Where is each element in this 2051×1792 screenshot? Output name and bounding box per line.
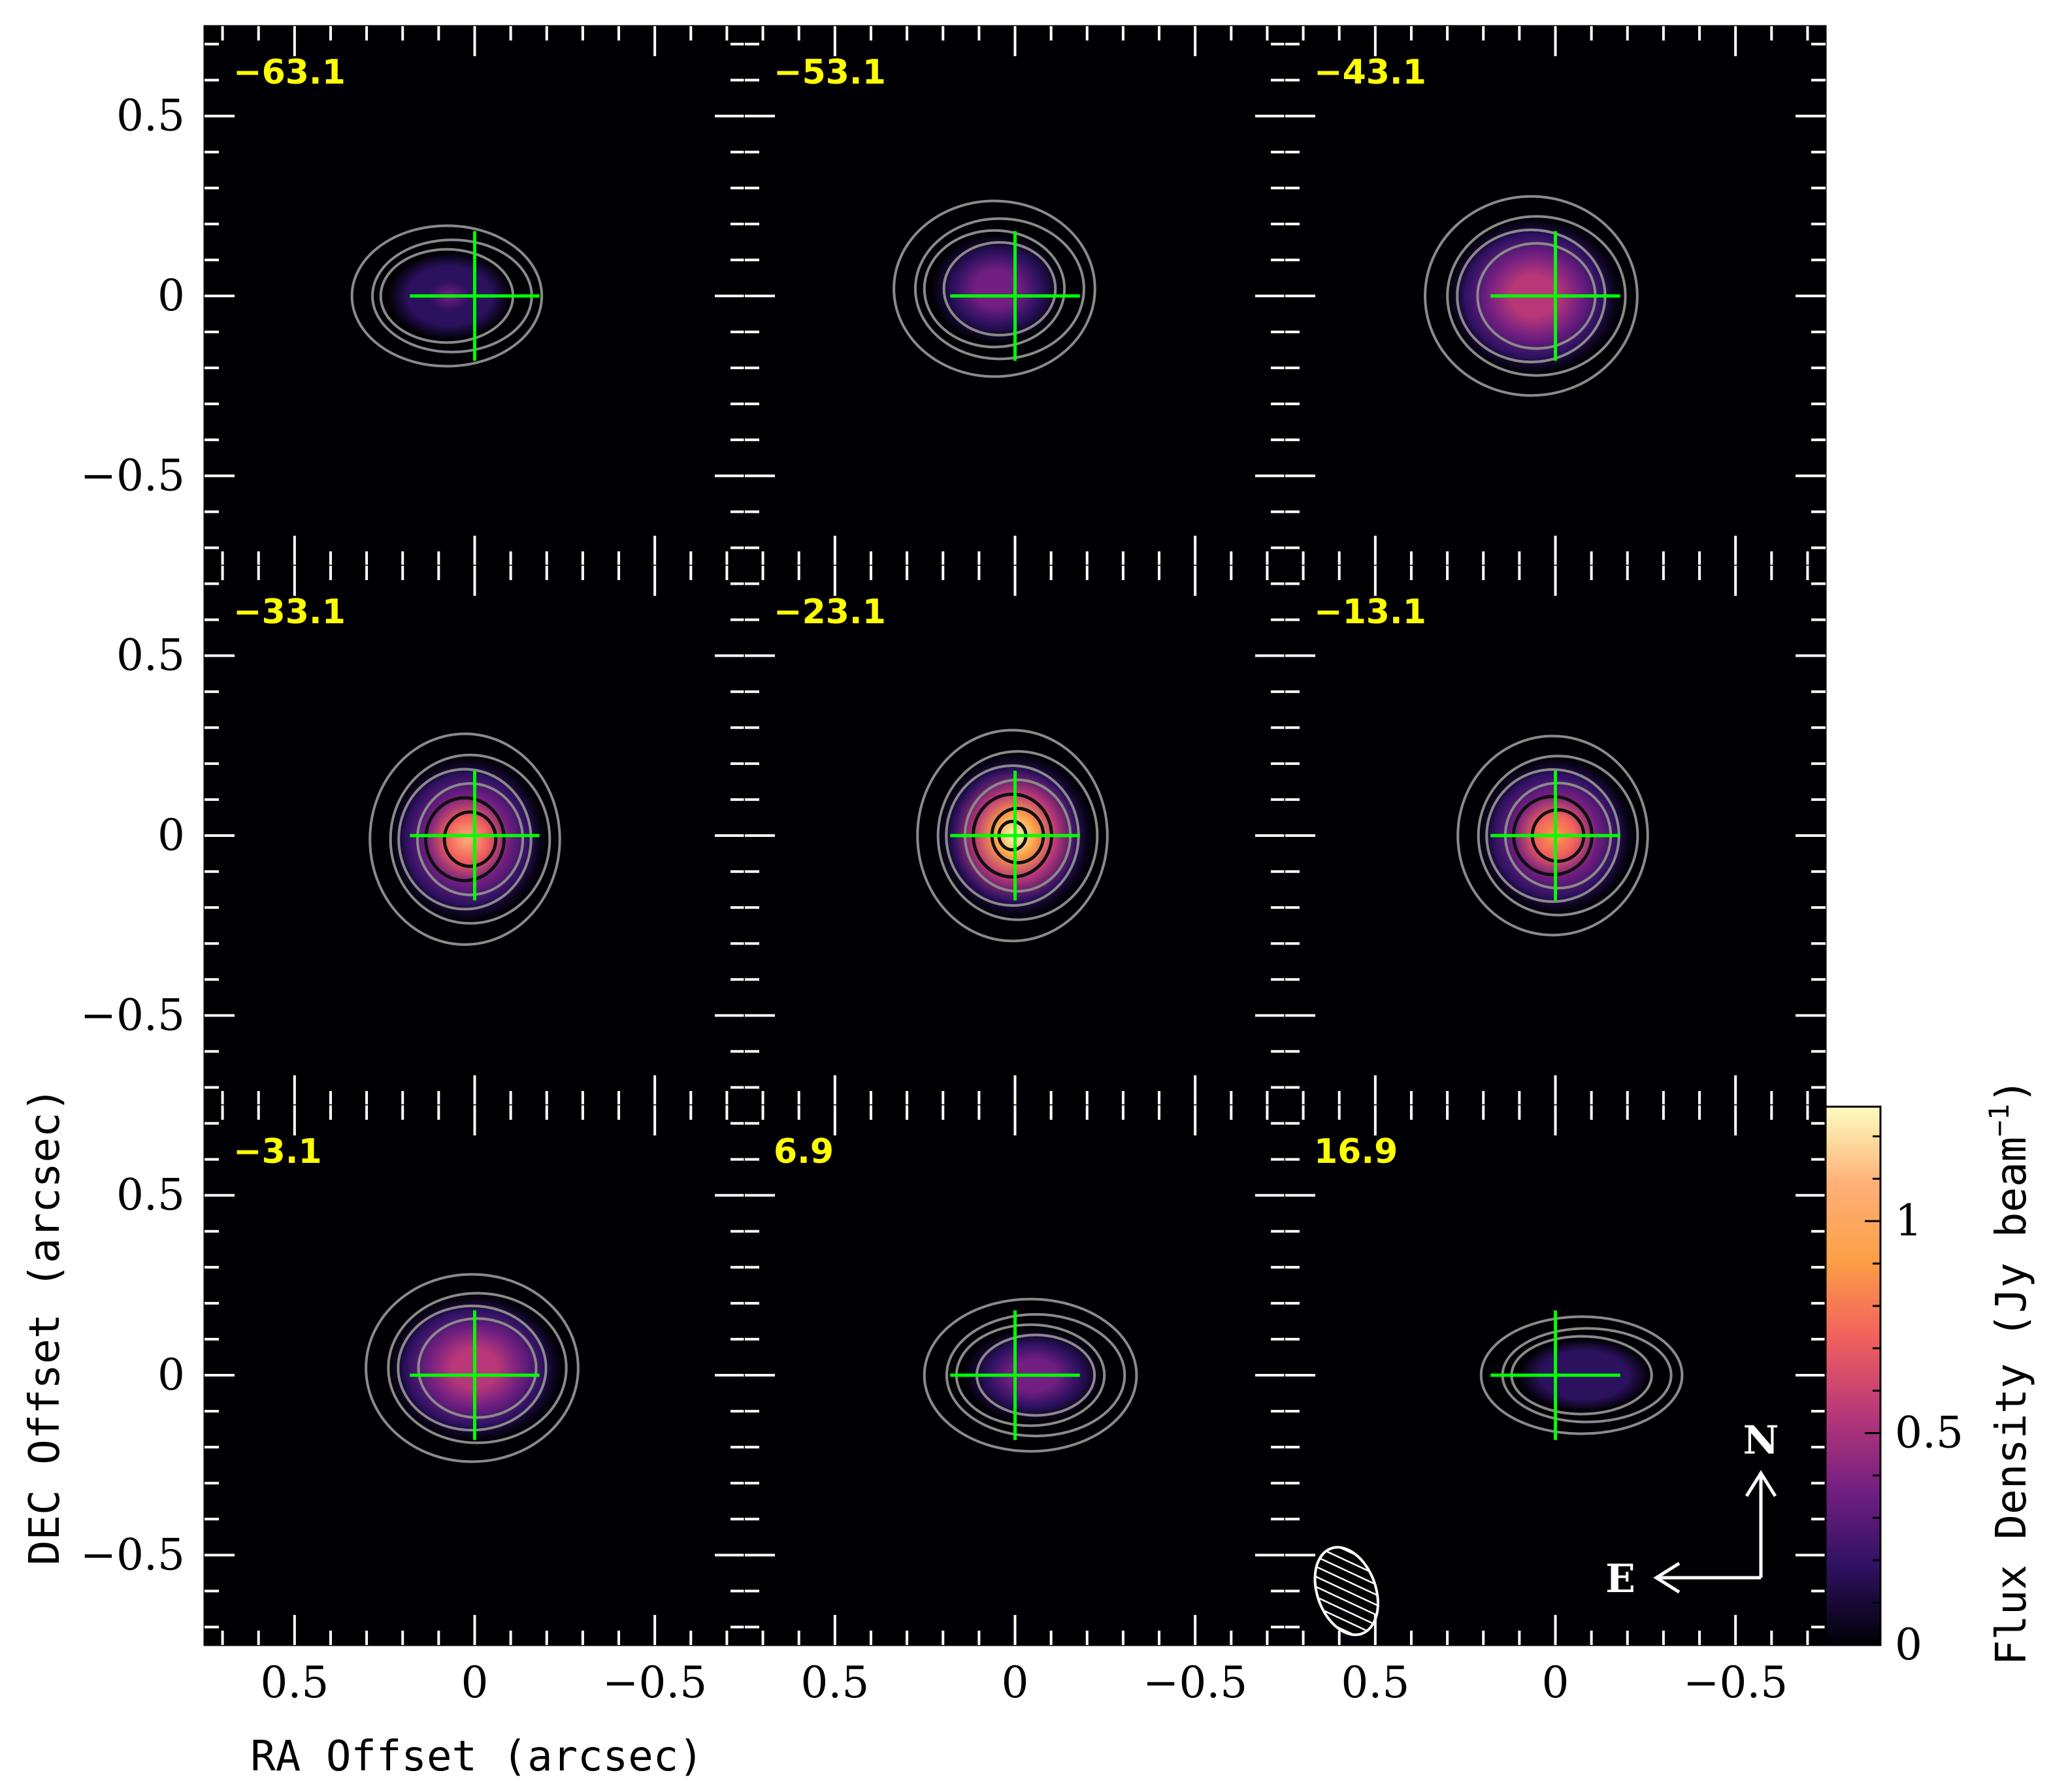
y-tick-label: 0.5 [116,1170,185,1220]
colorbar: 0 0.5 1 Flux Density (Jy beam−1) [1824,1079,2036,1670]
tick-marks [745,26,1285,566]
tick-marks [205,26,745,566]
contour-line [350,224,544,368]
x-tick-label: −0.5 [1143,1657,1247,1708]
contour-line [423,796,506,883]
contour-line [916,728,1109,943]
contour-line [397,768,533,911]
x-tick-label: 0 [1542,1657,1569,1708]
y-tick-label: 0 [157,270,185,321]
tick-marks [745,1105,1285,1645]
contour-line [417,1317,538,1419]
colorbar-tick-label: 0.5 [1895,1408,1963,1458]
y-tick-label: 0.5 [116,91,185,141]
tick-marks [1285,1105,1826,1645]
colorbar-tick-label: 0 [1895,1620,1922,1670]
y-tick-label: −0.5 [80,1529,185,1580]
velocity-label: −23.1 [774,593,886,632]
channel-panel: −3.1 0.5 0 −0.5 0.5 0 −0.5 [80,1104,746,1708]
velocity-label: 16.9 [1314,1132,1398,1171]
y-tick-label: 0 [157,1350,185,1400]
colorbar-title-close: ) [1988,1079,2036,1104]
contour-line [416,782,525,896]
contour-line [442,810,498,868]
emission [369,732,561,946]
emission [365,1273,580,1463]
velocity-label: −3.1 [233,1132,322,1171]
colorbar-title: Flux Density (Jy beam−1) [1983,1079,2036,1665]
contour-line [942,240,1057,337]
panel-grid: −63.1 0.5 0 −0.5 −53.1 −43.1 −33.1 0.5 0 −0.5 −23.… [80,25,1827,1708]
contour-line [1446,215,1627,377]
velocity-label: −53.1 [774,53,886,92]
x-axis-title: RA Offset (arcsec) [250,1733,704,1781]
contour-line [923,1297,1138,1453]
compass [1653,1470,1777,1594]
contour-line [893,199,1096,378]
contour-line [936,750,1099,921]
colorbar-title-exponent: −1 [1983,1103,2015,1137]
colorbar-tick-label: 1 [1895,1196,1922,1246]
emission-map [384,751,551,927]
contour-line [389,753,551,925]
channel-panel: 16.9 0.5 0 −0.5 N E [1284,1104,1827,1708]
compass-east-label: E [1605,1556,1635,1602]
axes-labels: RA Offset (arcsec) DEC Offset (arcsec) [21,1087,704,1781]
contour-line [1456,734,1649,937]
east-arrowhead [1653,1561,1681,1594]
velocity-label: −13.1 [1314,593,1426,632]
y-tick-label: 0 [157,810,185,860]
velocity-label: −63.1 [233,53,346,92]
contour-line [369,732,561,946]
tick-marks [1285,26,1826,566]
x-tick-label: 0 [461,1657,489,1708]
y-tick-label: −0.5 [80,990,185,1040]
tick-marks [1285,566,1826,1105]
channel-panel: −53.1 [744,25,1287,567]
compass-north-label: N [1743,1418,1779,1463]
channel-panel: −23.1 [744,564,1287,1107]
tick-marks [205,566,745,1105]
emission [893,199,1096,378]
x-tick-label: 0.5 [1341,1657,1409,1708]
tick-marks [745,566,1285,1105]
y-tick-label: 0.5 [116,630,185,681]
y-axis-title: DEC Offset (arcsec) [21,1087,69,1565]
contour-line [365,1273,580,1463]
x-tick-label: 0.5 [800,1657,869,1708]
x-tick-label: −0.5 [1683,1657,1788,1708]
contour-line [1477,755,1639,917]
channel-panel: −33.1 0.5 0 −0.5 [80,564,746,1107]
colorbar-gradient [1824,1105,1882,1646]
colorbar-title-main: Flux Density (Jy beam [1988,1137,2036,1665]
x-tick-label: −0.5 [602,1657,707,1708]
channel-panel: −63.1 0.5 0 −0.5 [80,25,746,567]
tick-marks [205,1105,745,1645]
channel-panel: −43.1 [1284,25,1827,567]
channel-panel: −13.1 [1284,564,1827,1107]
velocity-label: 6.9 [774,1132,834,1171]
channel-panel: 6.9 0.5 0 −0.5 [744,1104,1287,1708]
north-arrowhead [1745,1470,1777,1497]
velocity-label: −33.1 [233,593,346,632]
beam-ellipse [1313,1546,1379,1637]
emission-map [909,216,1085,362]
contour-line [913,217,1085,361]
contour-line [923,229,1066,349]
x-tick-label: 0.5 [260,1657,329,1708]
y-tick-label: −0.5 [80,450,185,500]
contour-line [387,1292,568,1444]
velocity-label: −43.1 [1314,53,1426,92]
x-tick-label: 0 [1002,1657,1029,1708]
contour-line [397,1304,548,1432]
contour-line [1424,195,1639,397]
contour-line [1479,1315,1684,1435]
contour-line [945,1312,1126,1438]
